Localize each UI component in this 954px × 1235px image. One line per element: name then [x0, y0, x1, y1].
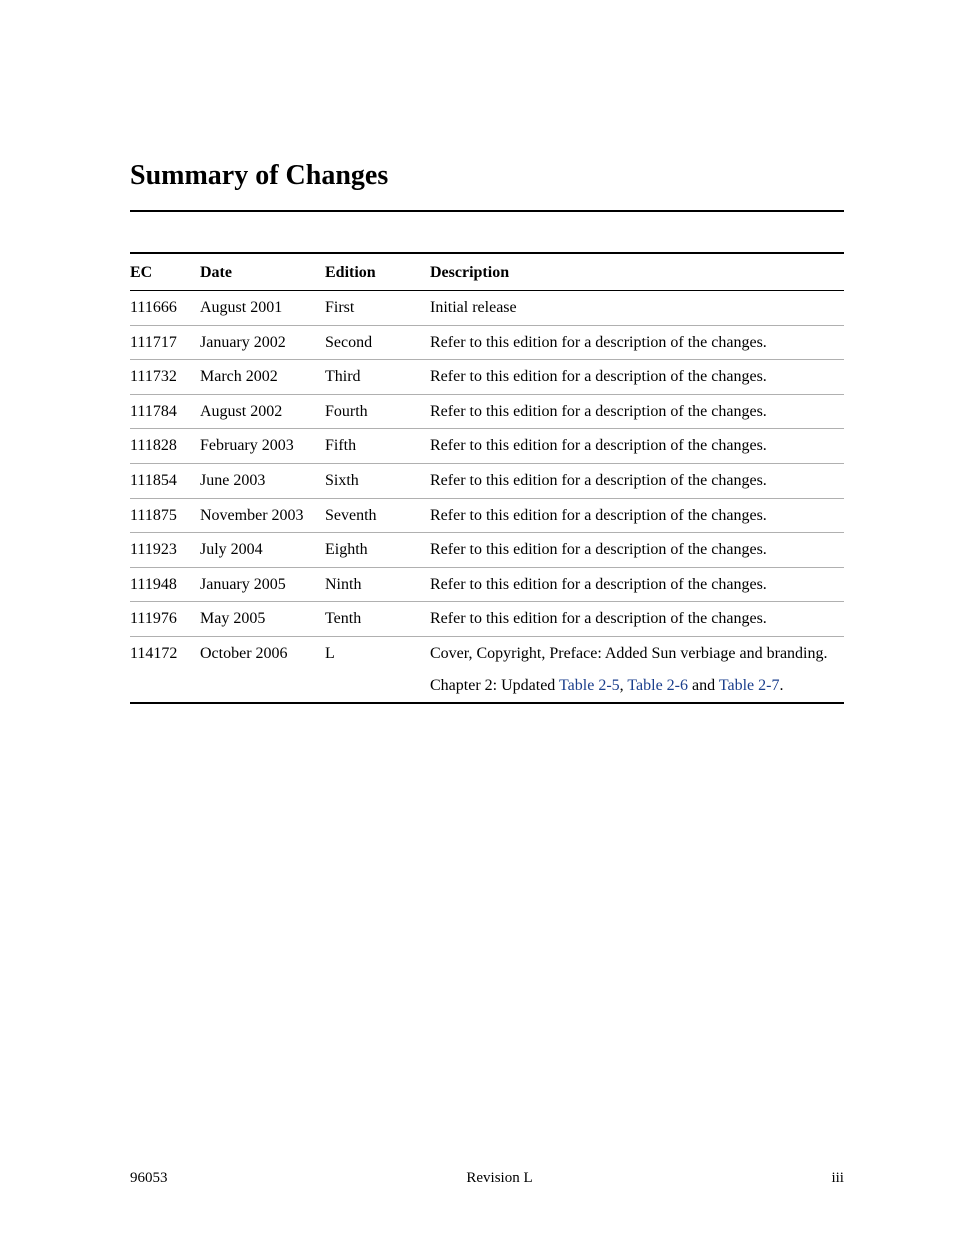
cell-desc: Refer to this edition for a description …	[430, 602, 844, 637]
cell-desc: Refer to this edition for a description …	[430, 463, 844, 498]
cell-desc: Cover, Copyright, Preface: Added Sun ver…	[430, 636, 844, 703]
desc-text: Chapter 2: Updated	[430, 677, 559, 694]
changes-table: EC Date Edition Description 111666 Augus…	[130, 254, 844, 704]
cell-edition: First	[325, 291, 430, 326]
table-row: 111923 July 2004 Eighth Refer to this ed…	[130, 533, 844, 568]
cell-ec: 111666	[130, 291, 200, 326]
footer-doc-number: 96053	[130, 1170, 168, 1187]
cell-desc: Refer to this edition for a description …	[430, 567, 844, 602]
cell-ec: 111923	[130, 533, 200, 568]
cell-date: November 2003	[200, 498, 325, 533]
cell-desc: Initial release	[430, 291, 844, 326]
page-footer: 96053 Revision L iii	[130, 1170, 844, 1187]
cell-desc: Refer to this edition for a description …	[430, 360, 844, 395]
cell-date: October 2006	[200, 636, 325, 703]
cell-ec: 111717	[130, 325, 200, 360]
table-row: 111948 January 2005 Ninth Refer to this …	[130, 567, 844, 602]
cell-date: January 2005	[200, 567, 325, 602]
table-row: 111666 August 2001 First Initial release	[130, 291, 844, 326]
table-row: 111875 November 2003 Seventh Refer to th…	[130, 498, 844, 533]
cell-ec: 114172	[130, 636, 200, 703]
xref-link-table-2-6[interactable]: Table 2-6	[627, 677, 688, 694]
cell-ec: 111976	[130, 602, 200, 637]
cell-date: March 2002	[200, 360, 325, 395]
xref-link-table-2-5[interactable]: Table 2-5	[559, 677, 620, 694]
table-body: 111666 August 2001 First Initial release…	[130, 291, 844, 704]
document-page: Summary of Changes EC Date Edition Descr…	[0, 0, 954, 704]
col-header-date: Date	[200, 254, 325, 291]
cell-desc: Refer to this edition for a description …	[430, 325, 844, 360]
cell-desc: Refer to this edition for a description …	[430, 498, 844, 533]
table-row: 111732 March 2002 Third Refer to this ed…	[130, 360, 844, 395]
cell-date: February 2003	[200, 429, 325, 464]
cell-edition: Sixth	[325, 463, 430, 498]
table-row: 114172 October 2006 L Cover, Copyright, …	[130, 636, 844, 703]
cell-ec: 111948	[130, 567, 200, 602]
cell-date: May 2005	[200, 602, 325, 637]
cell-desc: Refer to this edition for a description …	[430, 394, 844, 429]
cell-ec: 111828	[130, 429, 200, 464]
footer-page-roman: iii	[831, 1170, 844, 1187]
xref-link-table-2-7[interactable]: Table 2-7	[719, 677, 780, 694]
desc-text: .	[779, 677, 783, 694]
cell-edition: Second	[325, 325, 430, 360]
cell-desc: Refer to this edition for a description …	[430, 429, 844, 464]
desc-text: and	[688, 677, 719, 694]
col-header-description: Description	[430, 254, 844, 291]
table-row: 111854 June 2003 Sixth Refer to this edi…	[130, 463, 844, 498]
cell-edition: Eighth	[325, 533, 430, 568]
cell-edition: Ninth	[325, 567, 430, 602]
cell-date: August 2002	[200, 394, 325, 429]
table-row: 111784 August 2002 Fourth Refer to this …	[130, 394, 844, 429]
cell-edition: Tenth	[325, 602, 430, 637]
col-header-ec: EC	[130, 254, 200, 291]
cell-desc: Refer to this edition for a description …	[430, 533, 844, 568]
cell-edition: Seventh	[325, 498, 430, 533]
desc-paragraph: Chapter 2: Updated Table 2-5, Table 2-6 …	[430, 675, 836, 697]
page-title: Summary of Changes	[130, 160, 844, 212]
table-header-row: EC Date Edition Description	[130, 254, 844, 291]
cell-edition: Fifth	[325, 429, 430, 464]
footer-revision: Revision L	[466, 1170, 532, 1187]
table-row: 111828 February 2003 Fifth Refer to this…	[130, 429, 844, 464]
table-row: 111717 January 2002 Second Refer to this…	[130, 325, 844, 360]
desc-paragraph: Cover, Copyright, Preface: Added Sun ver…	[430, 643, 836, 665]
cell-edition: L	[325, 636, 430, 703]
cell-ec: 111732	[130, 360, 200, 395]
cell-date: July 2004	[200, 533, 325, 568]
cell-date: August 2001	[200, 291, 325, 326]
cell-date: June 2003	[200, 463, 325, 498]
cell-edition: Third	[325, 360, 430, 395]
cell-ec: 111875	[130, 498, 200, 533]
cell-date: January 2002	[200, 325, 325, 360]
col-header-edition: Edition	[325, 254, 430, 291]
cell-ec: 111784	[130, 394, 200, 429]
changes-table-wrap: EC Date Edition Description 111666 Augus…	[130, 252, 844, 704]
cell-edition: Fourth	[325, 394, 430, 429]
cell-ec: 111854	[130, 463, 200, 498]
table-row: 111976 May 2005 Tenth Refer to this edit…	[130, 602, 844, 637]
